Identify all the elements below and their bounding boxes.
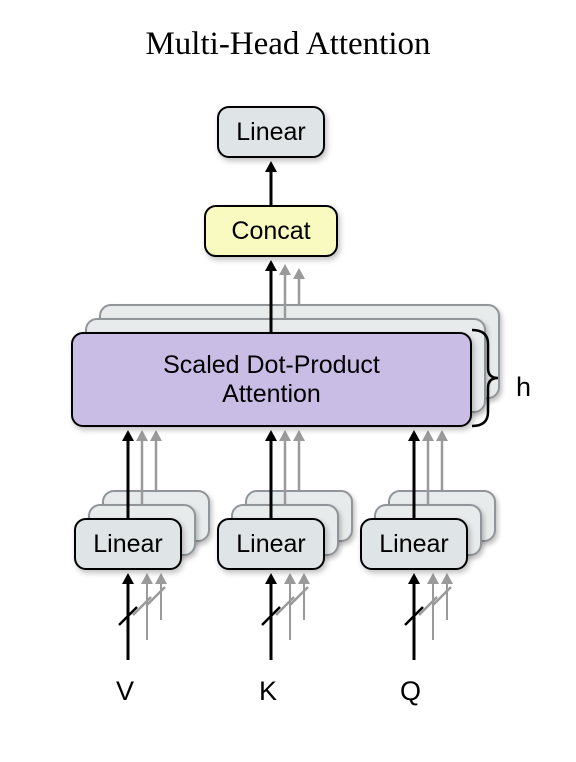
attention-block: Scaled Dot-Product Attention — [71, 332, 472, 427]
linear-top-label: Linear — [236, 118, 306, 147]
attention-label: Scaled Dot-Product Attention — [163, 351, 380, 409]
heads-label-h: h — [516, 372, 531, 403]
diagram-title: Multi-Head Attention — [0, 26, 576, 63]
linear-q-block: Linear — [360, 518, 468, 570]
linear-v-block: Linear — [74, 518, 182, 570]
linear-q-label: Linear — [379, 530, 449, 559]
input-label-q: Q — [400, 676, 421, 707]
linear-k-label: Linear — [236, 530, 306, 559]
linear-k-block: Linear — [217, 518, 325, 570]
linear-v-label: Linear — [93, 530, 163, 559]
concat-block: Concat — [204, 205, 338, 257]
linear-top-block: Linear — [217, 106, 325, 158]
concat-label: Concat — [231, 217, 310, 246]
input-label-v: V — [116, 676, 134, 707]
input-label-k: K — [259, 676, 277, 707]
